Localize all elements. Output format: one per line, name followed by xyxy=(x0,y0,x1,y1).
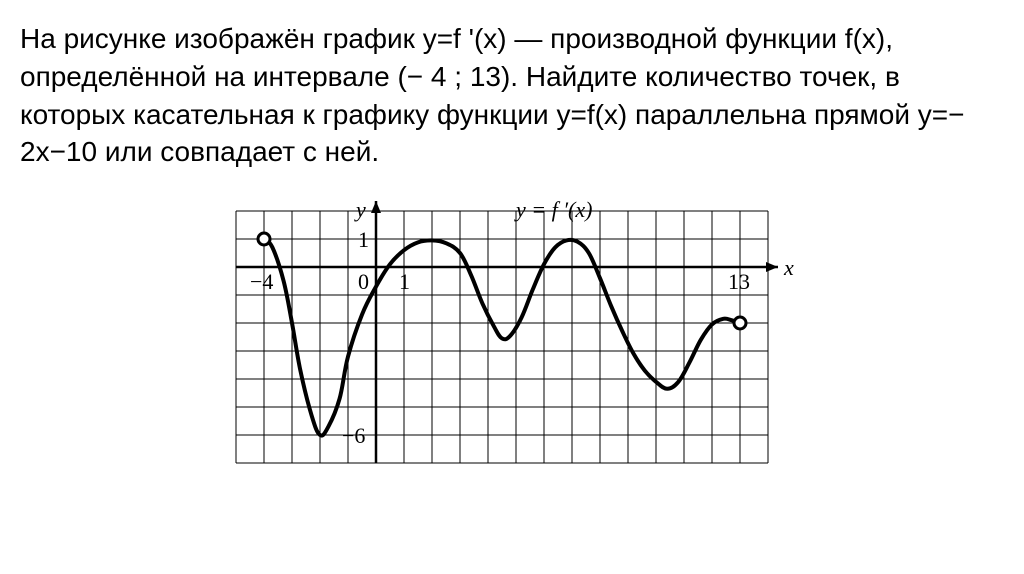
x-tick-1: 1 xyxy=(399,269,410,294)
chart-container: y x 1 0 1 −4 13 −6 y = f ′(x) xyxy=(20,181,1004,473)
x-left-label: −4 xyxy=(250,269,273,294)
y-axis-label: y xyxy=(354,197,366,222)
function-label: y = f ′(x) xyxy=(514,197,592,222)
endpoint-open xyxy=(258,233,270,245)
origin-label: 0 xyxy=(358,269,369,294)
x-axis-label: x xyxy=(783,255,794,280)
problem-statement: На рисунке изображён график y=f '(x) — п… xyxy=(20,20,980,171)
derivative-chart: y x 1 0 1 −4 13 −6 y = f ′(x) xyxy=(216,181,808,473)
endpoint-open xyxy=(734,317,746,329)
y-tick-1: 1 xyxy=(358,227,369,252)
curve xyxy=(264,239,740,436)
y-tick-neg6: −6 xyxy=(342,423,365,448)
axes xyxy=(236,201,778,463)
x-right-label: 13 xyxy=(728,269,750,294)
